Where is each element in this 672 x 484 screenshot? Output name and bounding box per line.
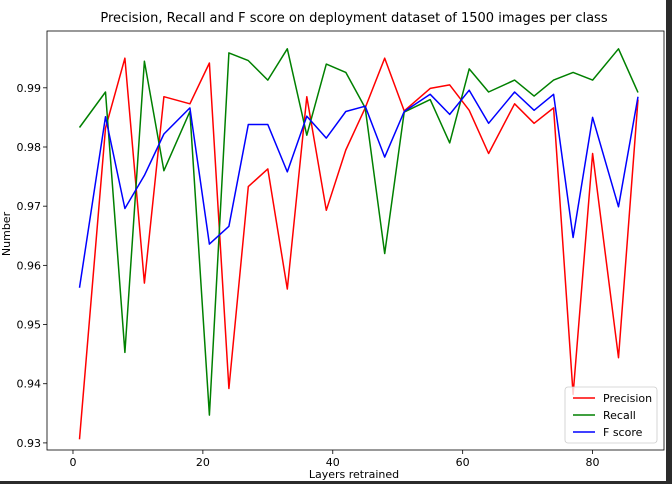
x-tick-label: 80 — [586, 456, 600, 469]
x-axis-label: Layers retrained — [309, 468, 399, 481]
y-tick-label: 0.93 — [17, 437, 42, 450]
y-axis-ticks: 0.93 0.94 0.95 0.96 0.97 0.98 0.99 — [17, 82, 47, 450]
legend-label-precision: Precision — [603, 392, 652, 405]
y-tick-label: 0.98 — [17, 141, 42, 154]
y-tick-label: 0.99 — [17, 82, 42, 95]
legend-label-recall: Recall — [603, 409, 636, 422]
x-tick-label: 40 — [326, 456, 340, 469]
x-tick-label: 0 — [69, 456, 76, 469]
series-line-recall — [78, 48, 639, 416]
y-tick-label: 0.95 — [17, 319, 42, 332]
y-tick-label: 0.94 — [17, 378, 42, 391]
x-axis-ticks: 0 20 40 60 80 — [69, 450, 600, 469]
plot-frame — [46, 30, 665, 451]
y-tick-label: 0.96 — [17, 259, 42, 272]
x-tick-label: 20 — [196, 456, 210, 469]
legend-box — [564, 386, 658, 444]
legend-label-f-score: F score — [603, 426, 643, 439]
y-tick-label: 0.97 — [17, 200, 42, 213]
y-axis-label: Number — [0, 211, 13, 256]
series-line-f-score — [78, 89, 639, 288]
x-tick-label: 60 — [456, 456, 470, 469]
window-edge-right — [666, 0, 672, 484]
chart-title: Precision, Recall and F score on deploym… — [100, 11, 607, 26]
plot-area: 0.93 0.94 0.95 0.96 0.97 0.98 0.99 0 20 40 60 80 — [17, 30, 665, 469]
legend: Precision Recall F score — [564, 386, 658, 444]
series-lines — [78, 48, 639, 440]
series-line-precision — [78, 57, 639, 440]
window-edge-bottom — [0, 481, 672, 484]
